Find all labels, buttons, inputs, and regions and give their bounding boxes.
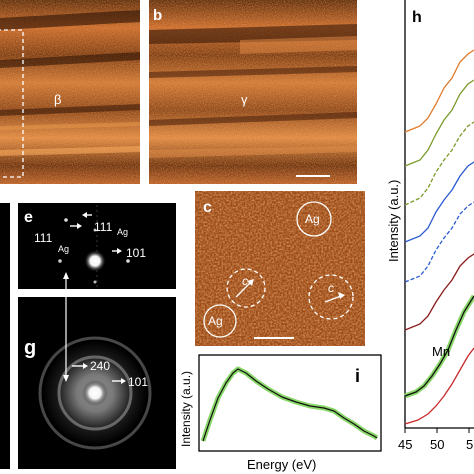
panel-d-strip [0, 203, 10, 469]
panel-e-spot-111-left-sub: Ag [58, 244, 69, 254]
panel-g-central-spot [82, 380, 108, 406]
panel-e-spot-101: 101 [126, 246, 146, 260]
panel-c-ag-circle-2 [203, 304, 237, 338]
panel-e-letter: e [24, 209, 33, 226]
panel-g-ring-inner [57, 355, 133, 431]
panel-h-curve-3 [404, 121, 474, 206]
panel-e-central-spot [84, 250, 106, 272]
panel-i-frame [198, 354, 382, 452]
panel-h-xtick-45: 45 [398, 437, 412, 452]
panel-g-ring-outer [38, 336, 152, 450]
panel-h-letter: h [412, 9, 422, 26]
panel-h-curve-2 [404, 79, 474, 167]
panel-b-phase-label: γ [241, 92, 248, 107]
panel-i-xlabel: Energy (eV) [247, 457, 316, 472]
panel-g-spot-101: 101 [128, 375, 148, 389]
panel-b-letter: b [153, 7, 162, 24]
panel-c-ag-label-1: Ag [305, 212, 320, 226]
panel-c-ag-circle-1 [296, 201, 332, 237]
panel-h [404, 0, 474, 433]
panel-h-curve-1 [404, 49, 474, 133]
panel-i-ylabel: Intensity (a.u.) [179, 371, 193, 447]
panel-i [198, 354, 382, 452]
panel-c-ag-label-2: Ag [208, 314, 223, 328]
panel-h-xtick-50: 50 [430, 437, 444, 452]
panel-e-spot-111-top: 111 [94, 220, 113, 234]
panel-h-curve-4 [404, 161, 474, 243]
panel-g-spot-240: 240 [90, 359, 110, 373]
panel-h-curve-6 [404, 253, 474, 331]
panel-h-curve-8 [404, 347, 474, 425]
panel-c [195, 191, 365, 346]
panel-e-spot-111-left: 111 [34, 231, 53, 245]
panel-e-spot-111-top-sub: Ag [117, 227, 128, 237]
panel-c-c-label-2: c [328, 281, 334, 295]
panel-g [18, 297, 176, 469]
panel-e [18, 203, 176, 289]
panel-c-c-circle-1 [226, 268, 266, 308]
panel-i-letter: i [355, 366, 360, 386]
panel-c-c-circle-2 [308, 274, 354, 320]
panel-b [149, 0, 357, 184]
panel-c-letter: c [203, 199, 212, 216]
panel-h-xtick-5: 5 [466, 437, 473, 452]
panel-c-c-label-1: c [242, 274, 248, 288]
panel-a [0, 0, 140, 184]
panel-i-spectrum-line [202, 368, 378, 442]
panel-h-annotation: Mn [432, 344, 450, 359]
panel-g-letter: g [24, 337, 36, 359]
panel-h-ylabel: Intensity (a.u.) [386, 180, 401, 262]
panel-a-phase-label: β [54, 92, 61, 107]
panel-h-curve-5 [404, 201, 474, 283]
panel-h-curve-7 [404, 295, 474, 397]
panel-a-dashed-roi [0, 29, 24, 178]
